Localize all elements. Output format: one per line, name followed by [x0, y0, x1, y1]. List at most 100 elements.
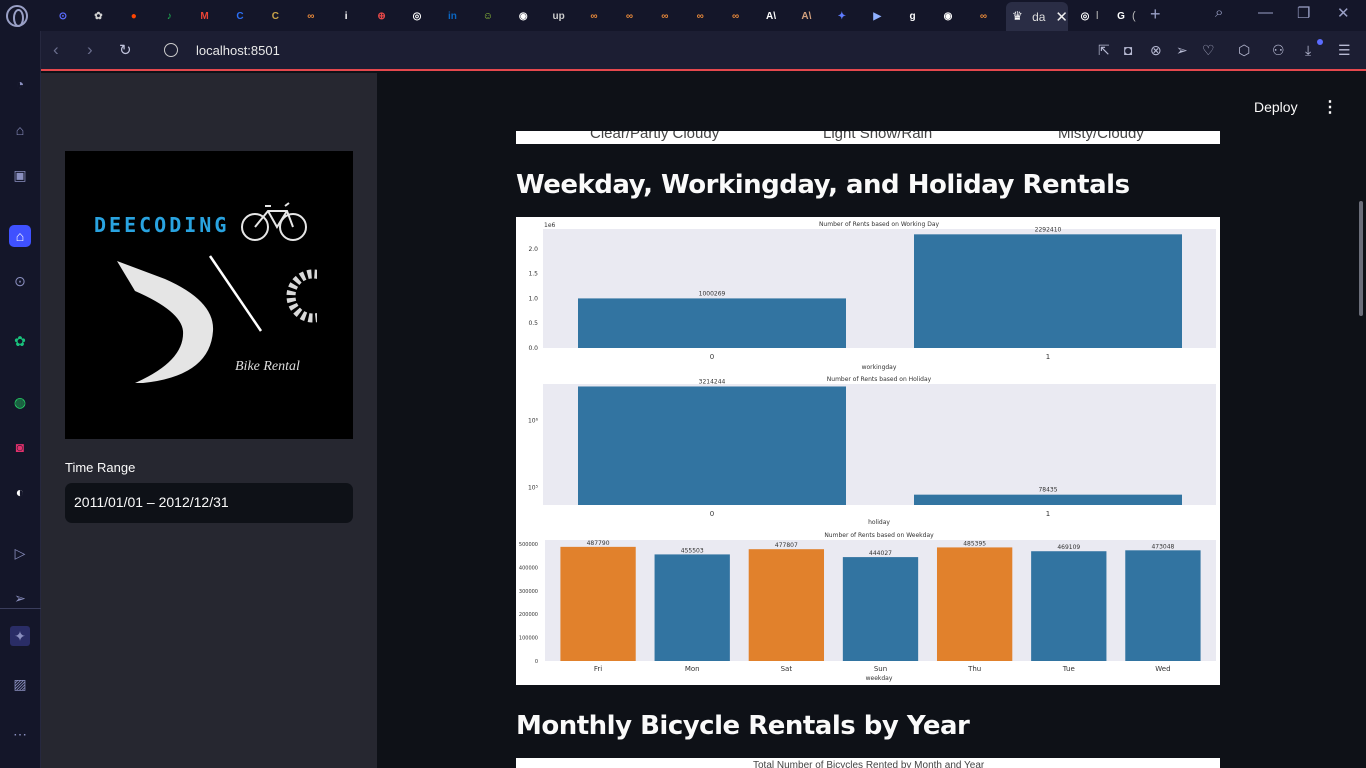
chart2-data-label: 78435 [1038, 487, 1057, 494]
time-range-input[interactable]: 2011/01/01 – 2012/12/31 [65, 483, 353, 523]
speed-dial-icon[interactable]: ◔ [15, 76, 25, 92]
site-info-icon[interactable] [164, 43, 178, 57]
easy-setup-icon[interactable]: ☰ [1338, 42, 1351, 58]
workspace-icon[interactable]: ⌂ [15, 122, 25, 138]
scrollbar-thumb[interactable] [1359, 201, 1363, 316]
whatsapp-icon[interactable]: ◍ [13, 393, 27, 410]
tab-reddit[interactable]: ● [121, 3, 155, 29]
infinity-icon: ∞ [661, 10, 669, 22]
tab-gmail[interactable]: M [192, 3, 226, 29]
tab-terminal[interactable]: ▶ [864, 3, 898, 29]
logo-title: DEECODING [94, 213, 230, 237]
tab-infinity[interactable]: ∞ [616, 3, 650, 29]
share-icon[interactable]: ⇱ [1098, 42, 1110, 58]
reddit-icon: ● [130, 10, 137, 22]
tab-spotify[interactable]: ♪ [156, 3, 190, 29]
profile-icon[interactable]: ⚇ [1272, 42, 1285, 58]
chart3-ytick: 200000 [519, 612, 538, 618]
chart3-data-label: 487790 [587, 540, 610, 547]
send-icon[interactable]: ➢ [1176, 42, 1188, 58]
tab-upwork[interactable]: up [546, 3, 580, 29]
tab-linkedin[interactable]: in [439, 3, 473, 29]
chart3-data-label: 455503 [681, 547, 704, 554]
chart2-data-label: 3214244 [699, 378, 726, 385]
monthly-chart-head: Total Number of Bicycles Rented by Month… [516, 758, 1220, 768]
app-icon[interactable]: ✦ [10, 626, 30, 646]
tab-active[interactable]: ♛ da ✕ [1006, 2, 1068, 31]
tab-infinity[interactable]: ∞ [298, 3, 332, 29]
back-icon[interactable]: ‹ [53, 40, 59, 59]
favorite-icon[interactable]: ♡ [1202, 42, 1215, 58]
monthly-chart-title: Total Number of Bicycles Rented by Month… [753, 760, 985, 768]
tab-g[interactable]: g [900, 3, 934, 29]
camera-icon[interactable]: ◘ [1124, 42, 1133, 58]
tab-smiley[interactable]: ☺ [475, 3, 509, 29]
bicycle-icon [241, 202, 307, 241]
tab-infinity[interactable]: ∞ [723, 3, 757, 29]
logo-subtitle: Bike Rental [235, 359, 300, 374]
aria-icon[interactable]: ▣ [13, 166, 27, 183]
main-menu-icon[interactable]: ⋮ [1322, 99, 1338, 116]
colorado-icon: C [271, 10, 279, 22]
tab-game[interactable]: ⊙ [50, 3, 84, 29]
player-icon[interactable]: ▷ [14, 544, 26, 561]
chart3-xtick: Sun [874, 665, 887, 673]
download-icon[interactable]: ⤓ [1305, 42, 1312, 58]
tab-github[interactable]: ◉ [510, 3, 544, 29]
restore-icon[interactable]: ❐ [1297, 5, 1311, 22]
chart1-ytick: 0.0 [528, 345, 538, 352]
instagram-icon[interactable]: ◙ [15, 439, 25, 455]
search-tabs-icon[interactable]: ⌕ [1215, 4, 1224, 21]
reload-icon[interactable]: ↻ [119, 42, 132, 59]
chart3-ytick: 0 [535, 659, 538, 665]
world-icon: ◎ [1080, 10, 1090, 22]
tab-deploy[interactable]: ✦ [829, 3, 863, 29]
chart1-title: Number of Rents based on Working Day [819, 221, 940, 228]
forward-icon[interactable]: › [87, 40, 93, 59]
tab-colorado[interactable]: C [262, 3, 296, 29]
weather-chart-tail: Clear/Partly Cloudy Light Snow/Rain Mist… [516, 131, 1220, 144]
tab-github[interactable]: ◉ [935, 3, 969, 29]
close-window-icon[interactable]: ✕ [1337, 5, 1350, 22]
tab-infinity[interactable]: ∞ [687, 3, 721, 29]
new-tab-icon[interactable]: + [1150, 4, 1161, 24]
chart3-bar-fri [560, 546, 636, 661]
tab-infinity[interactable]: ∞ [970, 3, 1004, 29]
discord-icon[interactable]: ◐ [15, 484, 25, 500]
url-field[interactable]: localhost:8501 [196, 43, 280, 58]
deploy-button[interactable]: Deploy [1254, 99, 1298, 115]
tab-coursera[interactable]: ⊕ [369, 3, 403, 29]
upwork-icon: up [552, 10, 565, 22]
rentals-chart-svg: Number of Rents based on Working Day 1e6 0… [519, 221, 1216, 682]
tab-chatgpt[interactable]: ✿ [85, 3, 119, 29]
gallery-icon[interactable]: ▨ [13, 675, 27, 692]
chart1-xtick: 0 [710, 353, 714, 361]
home-icon[interactable]: ⌂ [9, 225, 31, 247]
tab-google[interactable]: G( [1108, 3, 1142, 29]
minimize-icon[interactable]: — [1258, 4, 1273, 21]
extensions-icon[interactable]: ⬡ [1238, 42, 1251, 58]
tab-infinity[interactable]: ∞ [652, 3, 686, 29]
chart1-xlabel: workingday [862, 364, 897, 371]
flow-icon[interactable]: ➢ [14, 589, 26, 606]
logo: DEECODING Bike Rental [65, 151, 353, 439]
main-content: Deploy ⋮ Clear/Partly Cloudy Light Snow/… [377, 73, 1366, 768]
tab-c[interactable]: C [227, 3, 261, 29]
chatgpt-icon[interactable]: ✿ [14, 332, 26, 349]
d-shape [117, 261, 214, 383]
more-icon[interactable]: ⋯ [13, 725, 27, 742]
gx-game-icon[interactable]: ⊙ [14, 272, 26, 289]
adblock-icon[interactable]: ⊗ [1150, 42, 1162, 58]
tab-anthropic[interactable]: A\ [758, 3, 792, 29]
tab-world[interactable]: ◎ [404, 3, 438, 29]
tab-world[interactable]: ◎ l [1072, 3, 1106, 29]
chatgpt-icon: ✿ [94, 10, 103, 22]
chart3-data-label: 469109 [1057, 544, 1080, 551]
tab-anthropic[interactable]: A\ [793, 3, 827, 29]
tab-infinity[interactable]: ∞ [581, 3, 615, 29]
tab-info[interactable]: i [333, 3, 367, 29]
opera-menu-icon[interactable] [6, 5, 28, 27]
chart2-xtick: 1 [1046, 510, 1050, 518]
logo-graphic [117, 202, 353, 383]
tab-close-icon[interactable]: ✕ [1055, 8, 1068, 26]
